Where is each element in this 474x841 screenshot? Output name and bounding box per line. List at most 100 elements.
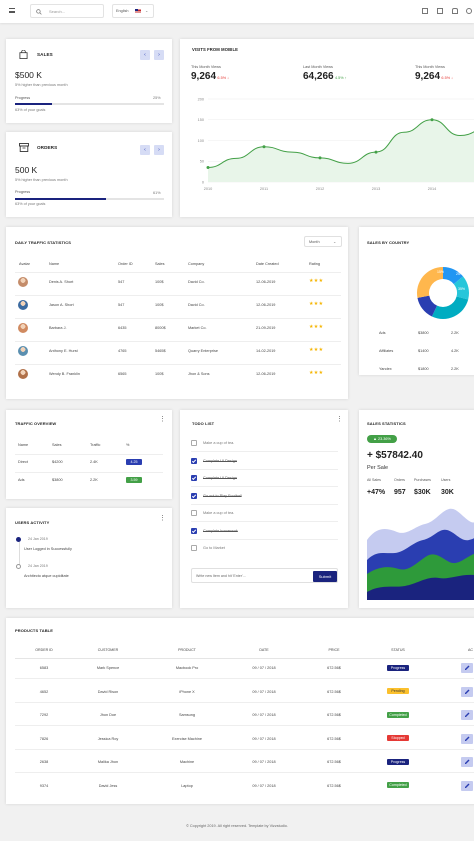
goal-text: 63% of your goals (15, 108, 46, 112)
todo-checkbox[interactable] (191, 492, 197, 499)
visit-stat: Last Month Views 64,266 4.5% ↑ (303, 65, 403, 82)
table-cell: 12-06-2019 (256, 303, 276, 307)
search-box[interactable]: Search... (30, 4, 104, 18)
edit-icon (465, 736, 470, 741)
table-cell: 14-02-2019 (256, 349, 276, 353)
next-button[interactable]: › (154, 50, 164, 60)
row-divider (15, 318, 341, 319)
edit-button[interactable] (461, 757, 473, 767)
country-value: $1400 (418, 349, 429, 353)
todo-input-placeholder: Write new Item and hit 'Enter'... (196, 574, 246, 578)
donut-slice (417, 295, 438, 317)
row-divider (15, 295, 341, 296)
status-badge: Progress (387, 758, 409, 765)
table-cell: 5465$ (155, 349, 166, 353)
row-divider (15, 472, 163, 473)
sales-card: SALES ‹ › $500 K 5% higher than previous… (6, 39, 172, 123)
edit-button[interactable] (461, 663, 473, 673)
menu-icon[interactable] (9, 8, 15, 13)
country-value: $1800 (418, 367, 429, 371)
more-icon[interactable]: ⋮ (159, 416, 166, 423)
stats-value: $30K (414, 489, 431, 496)
todo-checkbox[interactable] (191, 475, 197, 481)
edit-button[interactable] (461, 780, 473, 791)
country-rate: 2.2K (451, 331, 459, 335)
status-badge: Completed (387, 711, 409, 718)
stats-tab[interactable]: Purchases (414, 478, 431, 482)
x-tick-label: 2014 (428, 187, 436, 191)
visit-stat-change: 6.5% ↓ (217, 76, 230, 80)
table-cell: Market Co. (188, 326, 207, 330)
table-cell: Wendy B. Franklin (49, 372, 80, 376)
stats-tab[interactable]: Orders (394, 478, 405, 482)
country-name: Affiliates (379, 349, 394, 353)
x-tick-label: 2011 (260, 187, 268, 191)
visit-stat-change: 6.5% ↓ (441, 76, 454, 80)
row-divider (15, 725, 474, 726)
goal-text: 63% of your goals (15, 202, 46, 206)
todo-checkbox[interactable] (191, 545, 197, 551)
edit-button[interactable] (461, 710, 473, 720)
avatar (18, 323, 28, 333)
todo-checkbox[interactable] (191, 510, 197, 516)
todo-checkbox[interactable] (191, 527, 197, 534)
table-cell: Direct (18, 460, 28, 464)
row-divider (191, 486, 338, 487)
table-cell: 2638 (39, 760, 49, 764)
users-activity-card: USERS ACTIVITY ⋮ 24 Jan 2019 User Logged … (6, 508, 172, 608)
activity-text: User Logged in Successfully (24, 547, 72, 551)
timeline-dot (16, 564, 21, 569)
user-icon[interactable] (466, 8, 472, 14)
table-cell: 09 / 07 / 2018 (252, 666, 276, 670)
table-cell: 547 (118, 280, 125, 284)
more-icon[interactable]: ⋮ (159, 515, 166, 522)
more-icon[interactable]: ⋮ (336, 416, 343, 423)
table-cell: 21-09-2019 (256, 326, 276, 330)
edit-icon (465, 712, 470, 717)
next-button[interactable]: › (154, 145, 164, 155)
table-cell: 672.56$ (327, 689, 341, 694)
submit-button[interactable]: Submit (313, 570, 337, 582)
todo-checkbox[interactable] (191, 457, 197, 464)
search-input[interactable]: Search... (49, 8, 66, 14)
timeline-dot (16, 537, 21, 542)
sales-title: SALES (37, 52, 53, 57)
stats-tab[interactable]: Users (441, 478, 451, 482)
fullscreen-icon[interactable] (422, 8, 428, 14)
todo-input[interactable]: Write new Item and hit 'Enter'... Submit (191, 568, 338, 583)
prev-button[interactable]: ‹ (140, 145, 150, 155)
table-cell: 7292 (39, 713, 49, 717)
todo-text: Make a cup of tea. (203, 511, 235, 515)
pct-badge: 3.59 (126, 476, 142, 483)
table-cell: 09 / 07 / 2018 (252, 760, 276, 764)
table-cell: 2.4K (90, 460, 98, 464)
edit-button[interactable] (461, 733, 473, 744)
flag-icon (135, 9, 141, 13)
stats-tab[interactable]: All Sales (367, 478, 381, 482)
table-cell: 672.56$ (327, 760, 341, 764)
edit-icon (465, 759, 470, 764)
mail-icon[interactable] (437, 8, 443, 14)
prev-button[interactable]: ‹ (140, 50, 150, 60)
table-cell: 09 / 07 / 2018 (252, 713, 276, 717)
y-tick-label: 150 (198, 118, 204, 122)
progress-fill (15, 198, 106, 200)
notification-icon[interactable] (452, 8, 458, 14)
donut-label: 35% (458, 287, 465, 291)
edit-button[interactable] (461, 686, 473, 697)
donut-slice (417, 267, 443, 298)
todo-checkbox[interactable] (191, 440, 197, 446)
table-cell: $4200 (52, 460, 63, 464)
table-cell: iPhone X (179, 689, 195, 694)
todo-text: Go to Market (203, 546, 225, 550)
language-select[interactable]: English ⌄ (112, 4, 154, 18)
table-cell: 2.2K (90, 478, 98, 482)
table-cell: $3800 (52, 478, 63, 482)
country-name: Yandex (379, 367, 392, 371)
visit-stat-label: This Month Views (191, 65, 221, 69)
period-select[interactable]: Month ⌄ (304, 236, 342, 247)
y-tick-label: 0 (202, 180, 204, 184)
table-cell: 6565 (118, 372, 127, 376)
todo-text: Complete UI Design (203, 458, 237, 463)
row-divider (15, 272, 341, 273)
